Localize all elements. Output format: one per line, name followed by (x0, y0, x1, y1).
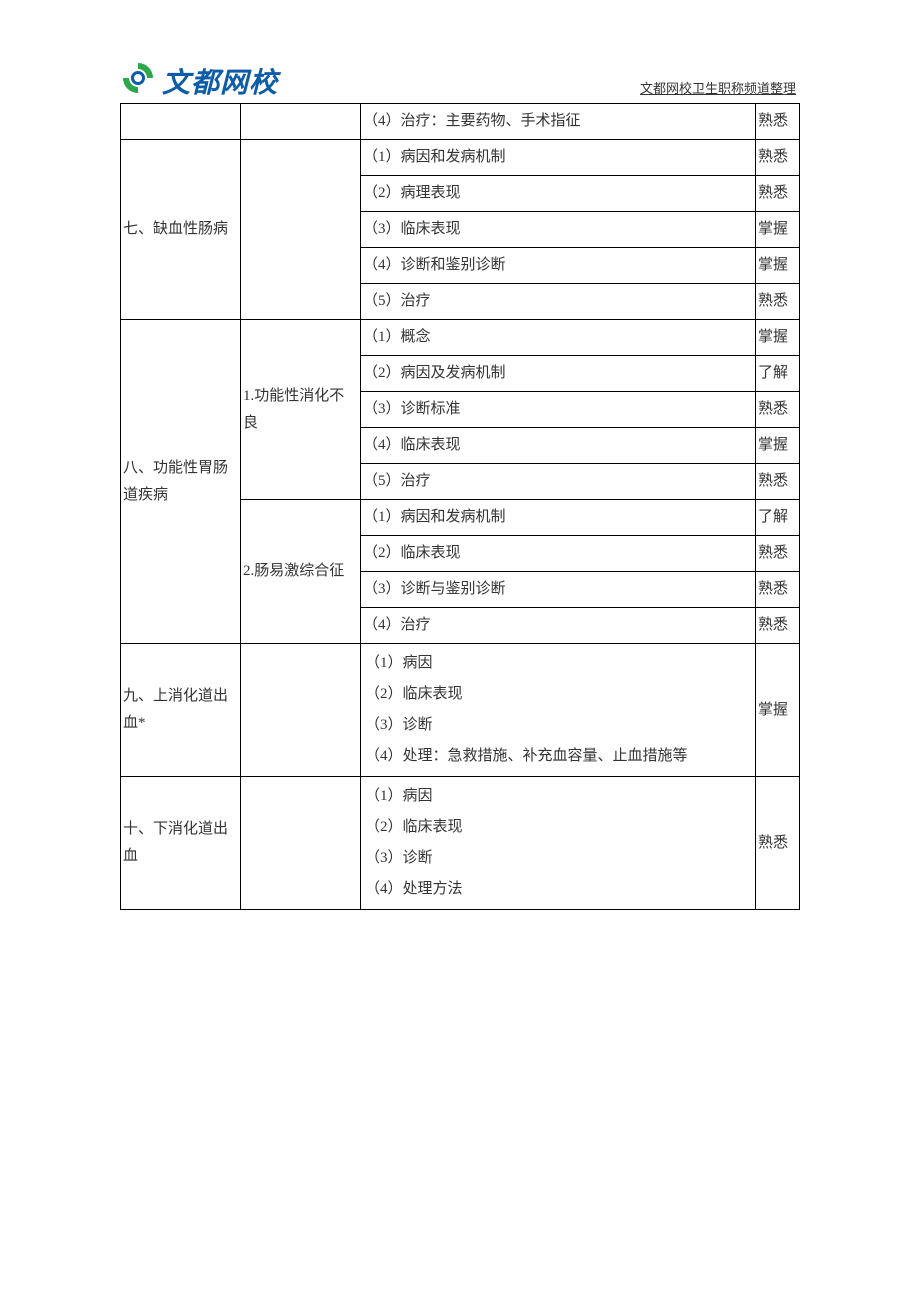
detail-cell: （5）治疗 (361, 464, 756, 500)
detail-cell: （4）治疗 (361, 608, 756, 644)
level-cell: 熟悉 (756, 176, 800, 212)
header-note: 文都网校卫生职称频道整理 (640, 78, 800, 101)
detail-cell: （5）治疗 (361, 284, 756, 320)
syllabus-table: （4）治疗：主要药物、手术指征熟悉七、缺血性肠病（1）病因和发病机制熟悉（2）病… (120, 103, 800, 910)
logo-text: 文都网校 (162, 61, 278, 101)
table-row: 七、缺血性肠病（1）病因和发病机制熟悉 (121, 140, 800, 176)
section-title: 十、下消化道出血 (121, 777, 241, 910)
group-title: 2.肠易激综合征 (241, 500, 361, 644)
level-cell: 熟悉 (756, 536, 800, 572)
table-row: 九、上消化道出血* （1）病因（2）临床表现（3）诊断（4）处理：急救措施、补充血… (121, 644, 800, 777)
level-cell: 熟悉 (756, 464, 800, 500)
detail-cell: （3）诊断标准 (361, 392, 756, 428)
level-cell: 掌握 (756, 320, 800, 356)
group-title (241, 140, 361, 320)
group-title: 1.功能性消化不良 (241, 320, 361, 500)
table-row: （4）治疗：主要药物、手术指征熟悉 (121, 104, 800, 140)
level-cell: 熟悉 (756, 104, 800, 140)
level-cell: 熟悉 (756, 572, 800, 608)
level-cell: 熟悉 (756, 608, 800, 644)
detail-cell: （4）临床表现 (361, 428, 756, 464)
detail-line: （2）临床表现 (363, 812, 753, 843)
group-title (241, 777, 361, 910)
detail-cell: （2）临床表现 (361, 536, 756, 572)
table-row: 八、功能性胃肠道疾病1.功能性消化不良（1）概念掌握 (121, 320, 800, 356)
level-cell: 掌握 (756, 212, 800, 248)
detail-line: （2）临床表现 (363, 679, 753, 710)
level-cell: 熟悉 (756, 140, 800, 176)
level-cell: 掌握 (756, 644, 800, 777)
detail-cell: （3）临床表现 (361, 212, 756, 248)
detail-line: （3）诊断 (363, 843, 753, 874)
group-title (241, 104, 361, 140)
section-title: 九、上消化道出血* (121, 644, 241, 777)
level-cell: 了解 (756, 500, 800, 536)
table-row: 十、下消化道出血 （1）病因（2）临床表现（3）诊断（4）处理方法熟悉 (121, 777, 800, 910)
detail-cell: （1）病因（2）临床表现（3）诊断（4）处理方法 (361, 777, 756, 910)
level-cell: 掌握 (756, 248, 800, 284)
detail-cell: （2）病理表现 (361, 176, 756, 212)
detail-line: （4）处理方法 (363, 874, 753, 905)
detail-line: （3）诊断 (363, 710, 753, 741)
level-cell: 掌握 (756, 428, 800, 464)
detail-line: （1）病因 (363, 781, 753, 812)
level-cell: 了解 (756, 356, 800, 392)
group-title (241, 644, 361, 777)
detail-line: （1）病因 (363, 648, 753, 679)
logo-icon (120, 60, 156, 101)
page-header: 文都网校 文都网校卫生职称频道整理 (120, 60, 800, 101)
section-title: 七、缺血性肠病 (121, 140, 241, 320)
detail-cell: （1）病因和发病机制 (361, 500, 756, 536)
section-title: 八、功能性胃肠道疾病 (121, 320, 241, 644)
level-cell: 熟悉 (756, 392, 800, 428)
detail-cell: （1）病因（2）临床表现（3）诊断（4）处理：急救措施、补充血容量、止血措施等 (361, 644, 756, 777)
detail-cell: （1）概念 (361, 320, 756, 356)
logo: 文都网校 (120, 60, 278, 101)
detail-line: （4）处理：急救措施、补充血容量、止血措施等 (363, 741, 753, 772)
level-cell: 熟悉 (756, 777, 800, 910)
section-title (121, 104, 241, 140)
detail-cell: （3）诊断与鉴别诊断 (361, 572, 756, 608)
detail-cell: （4）诊断和鉴别诊断 (361, 248, 756, 284)
detail-cell: （1）病因和发病机制 (361, 140, 756, 176)
detail-cell: （4）治疗：主要药物、手术指征 (361, 104, 756, 140)
level-cell: 熟悉 (756, 284, 800, 320)
detail-cell: （2）病因及发病机制 (361, 356, 756, 392)
